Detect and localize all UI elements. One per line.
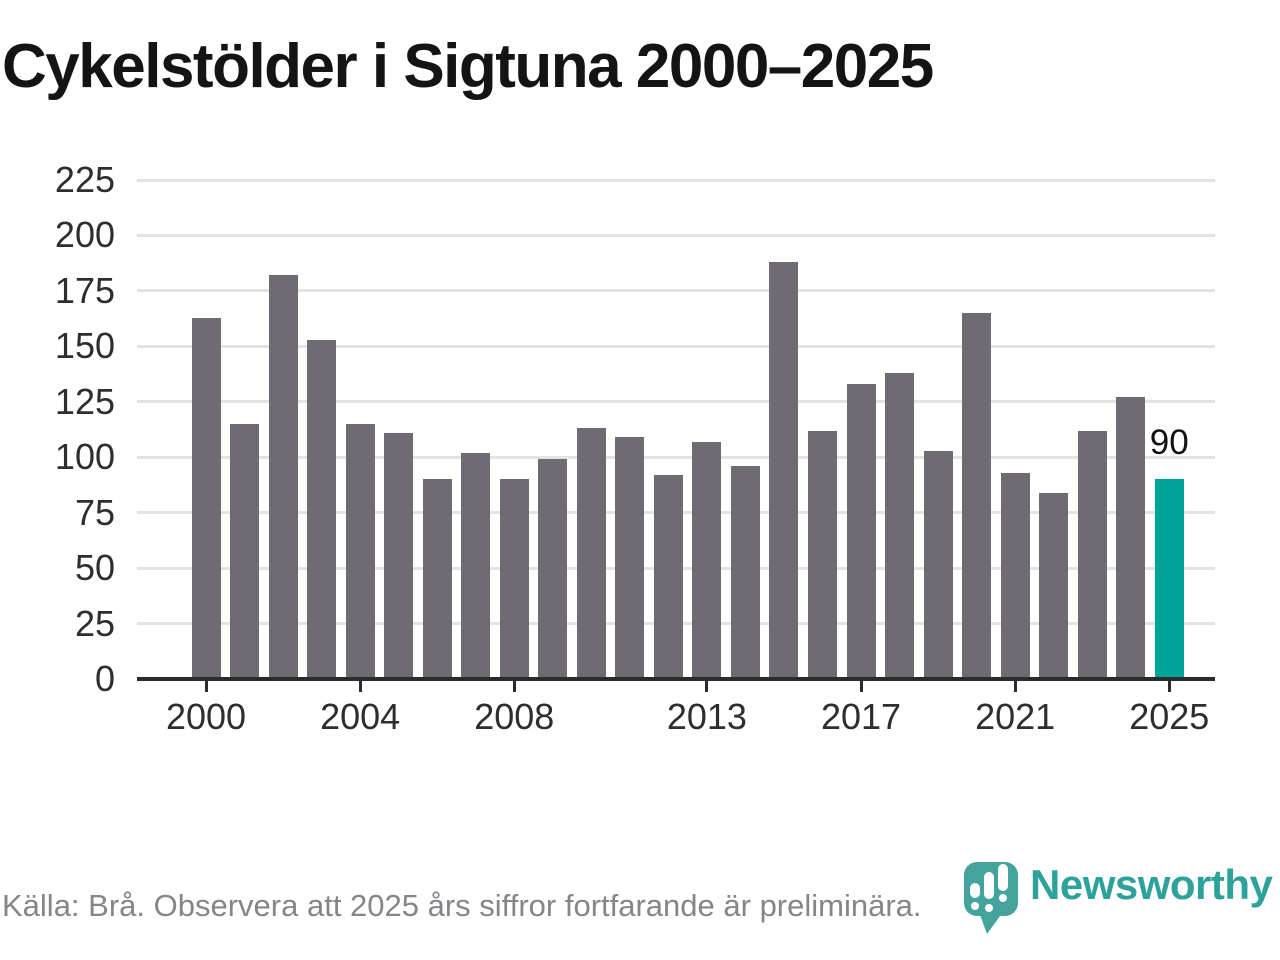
bar-2006 xyxy=(422,479,452,679)
bar-2018 xyxy=(885,372,915,679)
y-tick-label-75: 75 xyxy=(74,491,115,533)
bar-2001 xyxy=(230,423,260,679)
bar-2009 xyxy=(538,459,568,679)
x-tick-2008 xyxy=(512,679,516,692)
bar-2012 xyxy=(653,474,683,679)
x-tick-2013 xyxy=(705,679,709,692)
bar-2014 xyxy=(730,466,760,679)
bar-2022 xyxy=(1039,492,1069,679)
x-tick-2025 xyxy=(1167,679,1171,692)
bar-2016 xyxy=(807,430,837,679)
x-tick-label-2017: 2017 xyxy=(820,696,902,737)
x-tick-label-2004: 2004 xyxy=(320,696,401,737)
gridline-200 xyxy=(137,233,1215,237)
y-tick-label-50: 50 xyxy=(74,547,115,589)
y-tick-label-0: 0 xyxy=(94,658,115,699)
source-note: Källa: Brå. Observera att 2025 års siffr… xyxy=(2,888,922,923)
x-tick-label-2025: 2025 xyxy=(1129,696,1210,737)
gridline-125 xyxy=(137,400,1215,404)
x-tick-2017 xyxy=(859,679,863,692)
x-tick-label-2008: 2008 xyxy=(474,696,555,737)
gridline-175 xyxy=(137,289,1215,293)
bar-2019 xyxy=(923,450,953,679)
bar-2008 xyxy=(499,479,529,679)
bar-2007 xyxy=(461,452,491,679)
bar-2025 xyxy=(1154,479,1184,679)
bar-2002 xyxy=(268,275,298,679)
y-tick-label-225: 225 xyxy=(54,159,115,200)
bar-2005 xyxy=(384,432,414,679)
gridline-150 xyxy=(137,344,1215,348)
bar-2003 xyxy=(307,339,337,679)
x-axis-baseline xyxy=(137,677,1215,681)
chart-title: Cykelstölder i Sigtuna 2000–2025 xyxy=(2,32,934,101)
newsworthy-logo: Newsworthy xyxy=(962,860,1273,936)
y-tick-label-175: 175 xyxy=(54,269,115,311)
bar-2011 xyxy=(615,437,645,679)
x-tick-label-2013: 2013 xyxy=(666,696,747,737)
y-tick-label-150: 150 xyxy=(54,325,115,367)
bar-2023 xyxy=(1077,430,1107,679)
newsworthy-speech-bubble-bar-chart-icon xyxy=(964,862,1018,934)
y-tick-label-25: 25 xyxy=(74,602,115,644)
x-tick-label-2000: 2000 xyxy=(165,696,247,737)
y-tick-label-125: 125 xyxy=(54,380,115,422)
bar-2015 xyxy=(769,262,799,679)
bar-2004 xyxy=(345,423,375,679)
bar-2020 xyxy=(962,313,992,679)
x-tick-2000 xyxy=(204,679,208,692)
bar-2024 xyxy=(1116,397,1146,679)
gridline-225 xyxy=(137,178,1215,182)
y-tick-label-100: 100 xyxy=(54,436,115,478)
gridline-100 xyxy=(137,455,1215,459)
bar-2017 xyxy=(846,384,876,679)
plot-area: 90 2000 2004 2008 2013 2017 2021 2025 xyxy=(137,178,1215,737)
bar-2013 xyxy=(692,441,722,679)
highlight-value-label: 90 xyxy=(1149,423,1189,463)
y-tick-label-200: 200 xyxy=(54,214,115,256)
x-tick-2004 xyxy=(358,679,362,692)
x-tick-label-2021: 2021 xyxy=(975,696,1056,737)
bar-2000 xyxy=(191,317,221,679)
newsworthy-wordmark: Newsworthy xyxy=(1030,861,1273,908)
bar-2010 xyxy=(576,428,606,679)
x-tick-2021 xyxy=(1013,679,1017,692)
bar-2021 xyxy=(1000,472,1030,679)
